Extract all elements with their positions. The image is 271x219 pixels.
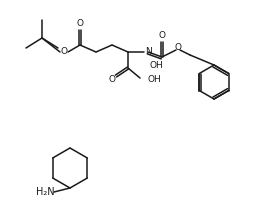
Text: O: O xyxy=(108,74,115,83)
Text: OH: OH xyxy=(148,74,162,83)
Text: OH: OH xyxy=(149,62,163,71)
Text: O: O xyxy=(175,44,182,53)
Text: N: N xyxy=(145,46,152,55)
Text: O: O xyxy=(76,19,83,28)
Text: O: O xyxy=(60,48,67,57)
Text: O: O xyxy=(159,32,166,41)
Text: H₂N: H₂N xyxy=(36,187,54,197)
